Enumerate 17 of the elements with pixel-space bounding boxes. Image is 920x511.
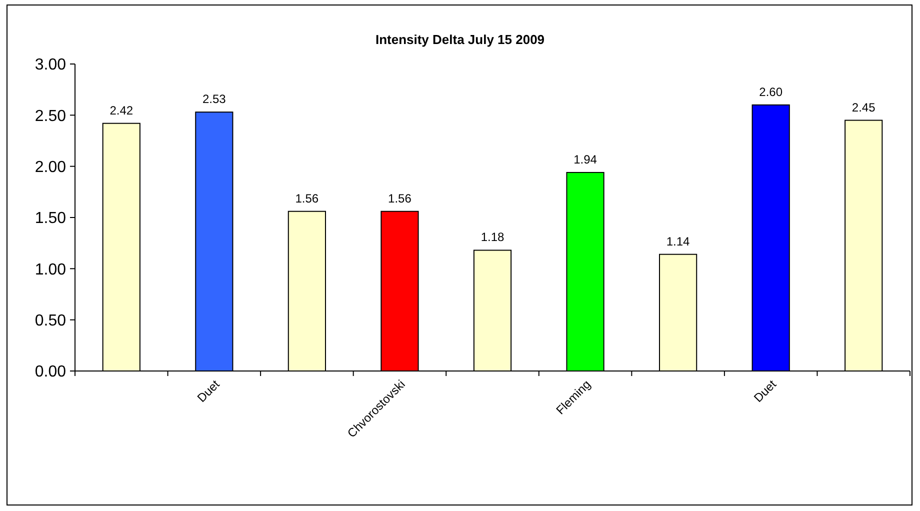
y-tick-label: 2.50 xyxy=(34,108,66,125)
data-label: 1.14 xyxy=(666,234,690,248)
data-label: 2.53 xyxy=(202,92,226,106)
data-label: 1.18 xyxy=(480,230,504,244)
data-label: 1.56 xyxy=(388,191,412,206)
data-label: 2.42 xyxy=(110,103,134,118)
y-tick-label: 3.00 xyxy=(34,56,66,74)
y-tick-label: 0.50 xyxy=(34,312,66,330)
chart-title: Intensity Delta July 15 2009 xyxy=(375,32,545,47)
y-tick-label: 1.50 xyxy=(34,210,66,228)
data-label: 2.45 xyxy=(852,100,876,114)
data-label: 1.56 xyxy=(295,191,319,206)
data-label: 2.60 xyxy=(759,84,783,99)
y-tick-label: 1.00 xyxy=(34,261,66,278)
y-tick-label: 2.00 xyxy=(34,158,66,176)
data-label: 1.94 xyxy=(574,152,598,166)
y-tick-label: 0.00 xyxy=(34,364,66,381)
